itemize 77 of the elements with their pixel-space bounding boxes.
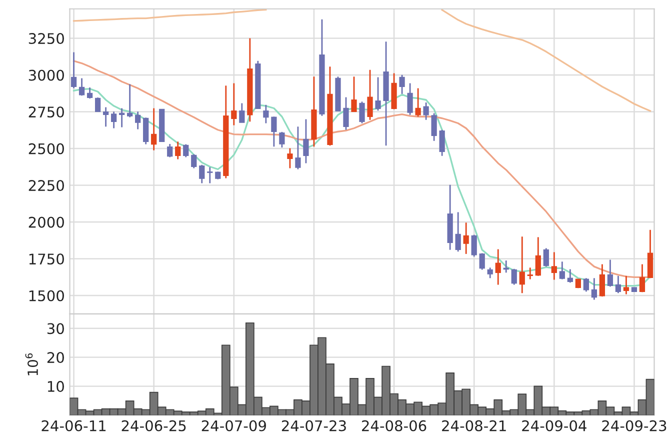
candlestick — [639, 264, 646, 293]
candlestick — [279, 131, 285, 148]
y-tick-label: 1750 — [29, 254, 64, 265]
candlestick — [415, 88, 421, 118]
y-tick-label: 20 — [47, 352, 64, 364]
candlestick — [359, 100, 365, 124]
candlestick — [70, 52, 77, 89]
candlestick — [583, 277, 589, 292]
y-tick-label: 3000 — [28, 70, 64, 81]
candlestick — [143, 116, 149, 145]
candlestick — [127, 84, 133, 118]
candlestick — [407, 82, 413, 116]
candlestick — [271, 116, 277, 148]
y-tick-label: 2000 — [28, 216, 64, 228]
candlestick — [367, 69, 373, 121]
y-axis-title: 10$^{6}$ — [25, 353, 38, 376]
candlestick — [287, 148, 293, 169]
x-tick-label: 24-06-25 — [122, 420, 186, 432]
y-tick-label: 2750 — [28, 106, 64, 118]
x-tick-label: 24-07-23 — [282, 420, 346, 432]
candlestick — [375, 76, 381, 112]
candlestick — [191, 154, 197, 169]
y-tick-label: 10 — [48, 380, 64, 392]
candlestick — [455, 211, 461, 252]
x-tick-label: 24-06-11 — [42, 420, 106, 432]
candlestick — [495, 248, 501, 286]
candlestick — [607, 259, 614, 288]
candlestick — [623, 275, 630, 295]
candlestick — [94, 96, 101, 113]
candlestick — [551, 251, 557, 280]
candlestick — [343, 96, 349, 131]
candlestick — [199, 164, 205, 184]
y-tick-label: 1500 — [29, 290, 64, 302]
candlestick — [102, 106, 109, 128]
candlestick — [135, 110, 141, 130]
x-tick-label: 24-09-04 — [522, 420, 586, 432]
candlestick — [167, 143, 173, 158]
candlestick — [239, 102, 245, 124]
candlestick — [207, 166, 213, 184]
candlestick — [527, 266, 533, 280]
candlestick — [559, 260, 565, 280]
y-tick-label: 3250 — [28, 32, 64, 44]
candlestick — [151, 108, 157, 151]
candlestick — [110, 110, 117, 129]
candlestick — [78, 78, 85, 96]
candlestick — [599, 264, 606, 298]
y-tick-label: 30 — [47, 323, 64, 334]
candlestick — [519, 236, 525, 294]
candlestick — [399, 74, 405, 95]
candlestick — [615, 275, 622, 294]
candlestick — [231, 82, 237, 126]
x-tick-label: 24-09-23 — [602, 420, 666, 432]
candlestick — [183, 144, 189, 158]
candlestick — [303, 118, 309, 164]
candlestick — [463, 222, 469, 255]
candlestick — [543, 248, 549, 268]
candlestick — [535, 236, 541, 277]
candlestick — [86, 86, 93, 100]
candlestick — [591, 277, 597, 300]
candlestick — [263, 104, 269, 124]
y-tick-label: 2250 — [28, 180, 64, 192]
candlestick — [479, 252, 485, 271]
x-tick-label: 24-08-21 — [442, 420, 506, 432]
candlestick — [431, 112, 437, 142]
candlestick — [439, 129, 445, 157]
candlestick — [471, 234, 477, 258]
x-tick-label: 24-08-06 — [362, 420, 426, 432]
candlestick — [295, 126, 301, 170]
candlestick — [567, 268, 573, 284]
candlestick — [487, 266, 493, 279]
candlestick — [175, 140, 181, 160]
x-tick-label: 24-07-09 — [202, 420, 266, 432]
candlestick — [423, 102, 429, 121]
y-tick-label: 2500 — [28, 143, 64, 154]
candlestick — [351, 76, 357, 112]
candlestick — [511, 268, 517, 286]
candlestick — [119, 108, 125, 128]
